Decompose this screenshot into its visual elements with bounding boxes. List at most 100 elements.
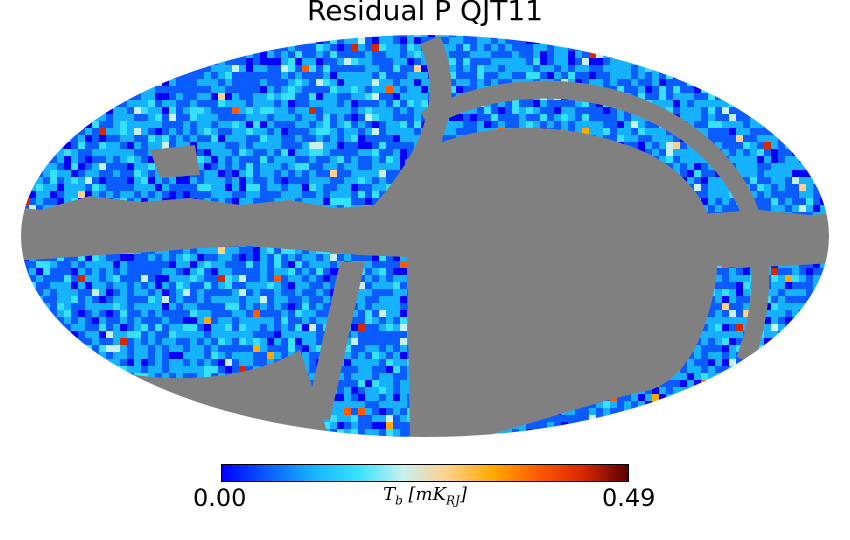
map-pixel [827,289,830,296]
map-pixel [764,100,771,107]
map-pixel [477,128,484,135]
map-pixel [155,184,162,191]
map-pixel [85,34,92,37]
map-pixel [309,156,316,163]
map-pixel [274,100,281,107]
map-pixel [477,72,484,79]
map-pixel [71,261,78,268]
map-pixel [806,65,813,72]
map-pixel [715,142,722,149]
map-pixel [834,58,841,65]
map-pixel [715,275,722,282]
map-pixel [372,254,379,261]
map-pixel [211,303,218,310]
map-pixel [218,296,225,303]
map-pixel [323,163,330,170]
map-pixel [323,254,330,261]
map-pixel [764,303,771,310]
map-pixel [155,51,162,58]
map-pixel [470,128,477,135]
map-pixel [799,191,806,198]
map-pixel [393,170,400,177]
map-pixel [400,282,407,289]
map-pixel [141,44,148,51]
map-pixel [204,121,211,128]
map-pixel [148,289,155,296]
map-pixel [589,107,596,114]
map-pixel [127,289,134,296]
map-pixel [792,170,799,177]
map-pixel [820,86,827,93]
map-pixel [190,303,197,310]
map-pixel [813,86,820,93]
map-pixel [134,100,141,107]
map-pixel [694,51,701,58]
map-pixel [253,121,260,128]
map-pixel [743,156,750,163]
map-pixel [162,310,169,317]
map-pixel [778,289,785,296]
map-pixel [232,198,239,205]
map-pixel [162,86,169,93]
map-pixel [20,142,22,149]
map-pixel [20,163,22,170]
map-pixel [302,34,309,37]
map-pixel [659,34,666,37]
map-pixel [211,128,218,135]
map-pixel [435,34,442,37]
map-pixel [449,135,456,142]
map-pixel [834,254,841,261]
map-pixel [232,107,239,114]
map-pixel [309,289,316,296]
map-pixel [799,107,806,114]
map-pixel [134,163,141,170]
map-pixel [85,79,92,86]
map-pixel [834,44,841,51]
map-pixel [288,156,295,163]
map-pixel [337,86,344,93]
map-pixel [379,317,386,324]
map-pixel [141,282,148,289]
map-pixel [540,51,547,58]
map-pixel [617,121,624,128]
map-pixel [92,303,99,310]
map-pixel [638,34,645,37]
map-pixel [197,324,204,331]
map-pixel [92,86,99,93]
map-pixel [71,177,78,184]
map-pixel [379,114,386,121]
map-pixel [169,79,176,86]
map-pixel [806,310,813,317]
map-pixel [771,65,778,72]
map-pixel [533,107,540,114]
map-pixel [141,135,148,142]
map-pixel [505,34,512,37]
map-pixel [372,261,379,268]
map-pixel [813,58,820,65]
map-pixel [827,198,830,205]
map-pixel [407,44,414,51]
map-pixel [372,72,379,79]
map-pixel [197,58,204,65]
map-pixel [50,303,57,310]
map-pixel [463,51,470,58]
map-pixel [372,198,379,205]
map-pixel [771,198,778,205]
map-pixel [106,135,113,142]
map-pixel [64,128,71,135]
map-pixel [281,191,288,198]
map-pixel [20,324,22,331]
map-pixel [288,65,295,72]
map-pixel [666,135,673,142]
map-pixel [750,149,757,156]
map-pixel [148,128,155,135]
map-pixel [64,163,71,170]
map-pixel [274,268,281,275]
map-pixel [750,121,757,128]
map-pixel [736,128,743,135]
map-pixel [78,86,85,93]
map-pixel [694,58,701,65]
map-pixel [617,65,624,72]
map-pixel [246,324,253,331]
map-pixel [197,296,204,303]
